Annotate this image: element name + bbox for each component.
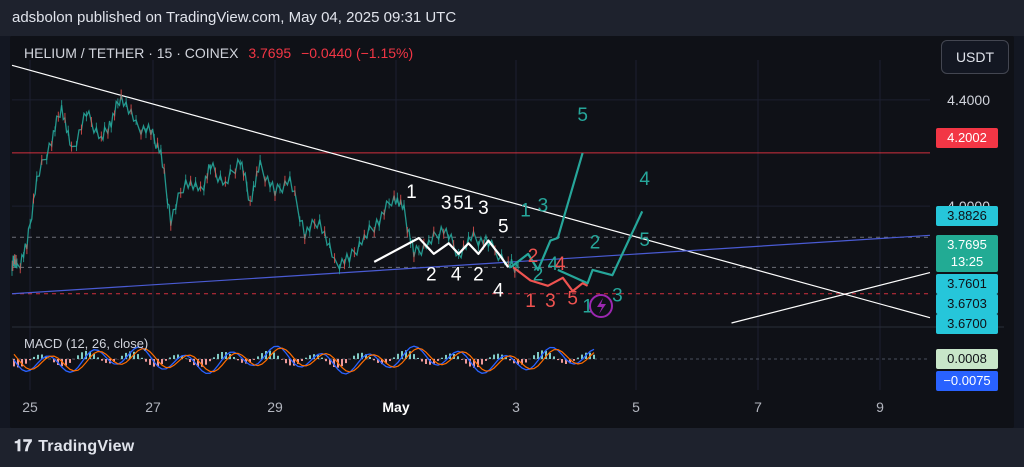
wave-red-label: 4 [555, 254, 566, 275]
wave-green-label: 2 [533, 264, 544, 285]
symbol-name: HELIUM / TETHER · 15 · COINEX [24, 45, 239, 61]
last-price: 3.7695 [248, 45, 292, 61]
wave-green-label: 5 [577, 105, 588, 126]
macd-signal-line [13, 347, 595, 373]
wave-white-label: 3 [478, 198, 489, 219]
x-tick-label: 3 [512, 399, 520, 415]
symbol-info[interactable]: HELIUM / TETHER · 15 · COINEX 3.7695 −0.… [24, 45, 413, 61]
x-tick-label: May [382, 399, 409, 415]
wave-red-path [512, 266, 589, 293]
wave-red-label: 3 [545, 291, 556, 312]
wave-red-label: 1 [525, 291, 536, 312]
trendline-lower-right [731, 271, 931, 324]
publish-info: adsbolon published on TradingView.com, M… [12, 9, 457, 26]
footer: 𝟏𝟕 TradingView [0, 428, 1024, 467]
tradingview-logo[interactable]: 𝟏𝟕 TradingView [14, 438, 134, 456]
wave-green-path [510, 152, 584, 271]
wave-white-label: 2 [426, 264, 437, 285]
trendline-descending [11, 64, 931, 319]
macd-tag: 0.0008 [936, 349, 998, 369]
wave-green-alt-label: 4 [639, 169, 650, 190]
grid-layer [12, 60, 930, 390]
wave-green-alt-label: 3 [612, 286, 623, 307]
x-tick-label: 5 [632, 399, 640, 415]
wave-green-label: 4 [548, 254, 559, 275]
price-tag: 3.6703 [936, 294, 998, 314]
price-series [11, 89, 519, 278]
wave-green-alt-label: 1 [582, 296, 593, 317]
x-tick-label: 7 [754, 399, 762, 415]
wave-white-label: 5 [498, 217, 509, 238]
wave-white-label: 4 [493, 280, 504, 301]
wave-white-label: 1 [463, 193, 474, 214]
wave-white-label: 1 [406, 182, 417, 203]
wave-white-label: 4 [451, 264, 462, 285]
price-change: −0.0440 (−1.15%) [301, 45, 414, 61]
brand-name: TradingView [38, 438, 135, 455]
price-tag: 3.6700 [936, 314, 998, 334]
wave-green-alt-path [557, 210, 644, 285]
price-tag: 13:25 [936, 252, 998, 272]
macd-tag: −0.0075 [936, 371, 998, 391]
lightning-icon[interactable] [589, 294, 613, 318]
wave-red-label: 5 [567, 288, 578, 309]
wave-green-alt-label: 2 [590, 233, 601, 254]
wave-white-label: 3 [441, 193, 452, 214]
x-tick-label: 9 [876, 399, 884, 415]
currency-button[interactable]: USDT [941, 40, 1009, 74]
x-tick-label: 25 [22, 399, 38, 415]
macd-label[interactable]: MACD (12, 26, close) [24, 336, 149, 351]
wave-red-label: 2 [528, 246, 539, 267]
wave-green-label: 1 [520, 201, 531, 222]
x-tick-label: 27 [145, 399, 161, 415]
wave-green-alt-label: 5 [639, 230, 650, 251]
trendline-ascending [11, 234, 931, 295]
x-tick-label: 29 [267, 399, 283, 415]
macd-panel [12, 326, 1004, 375]
price-tag: 3.7601 [936, 274, 998, 294]
price-tag: 3.8826 [936, 206, 998, 226]
wave-white-label: 5 [453, 193, 464, 214]
y-tick-label: 4.4000 [947, 92, 990, 108]
trendlines [11, 64, 931, 324]
publish-header: adsbolon published on TradingView.com, M… [0, 0, 1024, 36]
price-tag: 3.7695 [936, 235, 998, 255]
price-tag: 4.2002 [936, 128, 998, 148]
horizontal-lines [12, 152, 930, 295]
wave-white-label: 2 [473, 264, 484, 285]
tv-logo-icon: 𝟏𝟕 [14, 438, 33, 455]
wave-white-path [373, 236, 510, 268]
wave-green-label: 3 [538, 195, 549, 216]
